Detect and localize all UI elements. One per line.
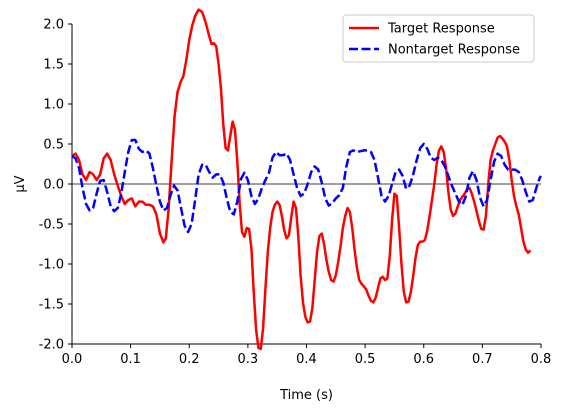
- x-tick-label: 0.7: [472, 352, 493, 367]
- y-tick-label: -1.5: [39, 298, 64, 313]
- y-axis: 2.0 1.5 1.0 0.5 0.0 -0.5 -1.0 -1.5 -2.0: [39, 18, 73, 353]
- legend-label-target: Target Response: [387, 22, 495, 37]
- y-tick-label: 2.0: [43, 18, 64, 33]
- x-tick-label: 0.5: [355, 352, 376, 367]
- y-tick-label: 1.5: [43, 58, 64, 73]
- x-tick-label: 0.3: [238, 352, 259, 367]
- series-line-nontarget: [71, 138, 543, 234]
- x-axis-label: Time (s): [279, 388, 333, 403]
- y-tick-label: -2.0: [39, 338, 64, 353]
- y-tick-label: -0.5: [39, 218, 64, 233]
- y-tick-label: 1.0: [43, 98, 64, 113]
- x-tick-label: 0.8: [531, 352, 552, 367]
- y-axis-label: µV: [13, 175, 28, 192]
- legend-box: [342, 14, 535, 63]
- x-tick-label: 0.2: [179, 352, 200, 367]
- x-axis: 0.0 0.1 0.2 0.3 0.4 0.5 0.6 0.7 0.8: [62, 343, 552, 367]
- x-tick-label: 0.0: [62, 352, 83, 367]
- legend: Target Response Nontarget Response: [342, 14, 535, 63]
- y-tick-label: -1.0: [39, 258, 64, 273]
- y-tick-label: 0.0: [43, 178, 64, 193]
- series-line-target: [71, 8, 532, 351]
- x-tick-label: 0.1: [120, 352, 141, 367]
- series-layer: [71, 8, 543, 351]
- x-tick-label: 0.6: [413, 352, 434, 367]
- x-tick-label: 0.4: [296, 352, 317, 367]
- legend-label-nontarget: Nontarget Response: [388, 43, 520, 58]
- y-tick-label: 0.5: [43, 138, 64, 153]
